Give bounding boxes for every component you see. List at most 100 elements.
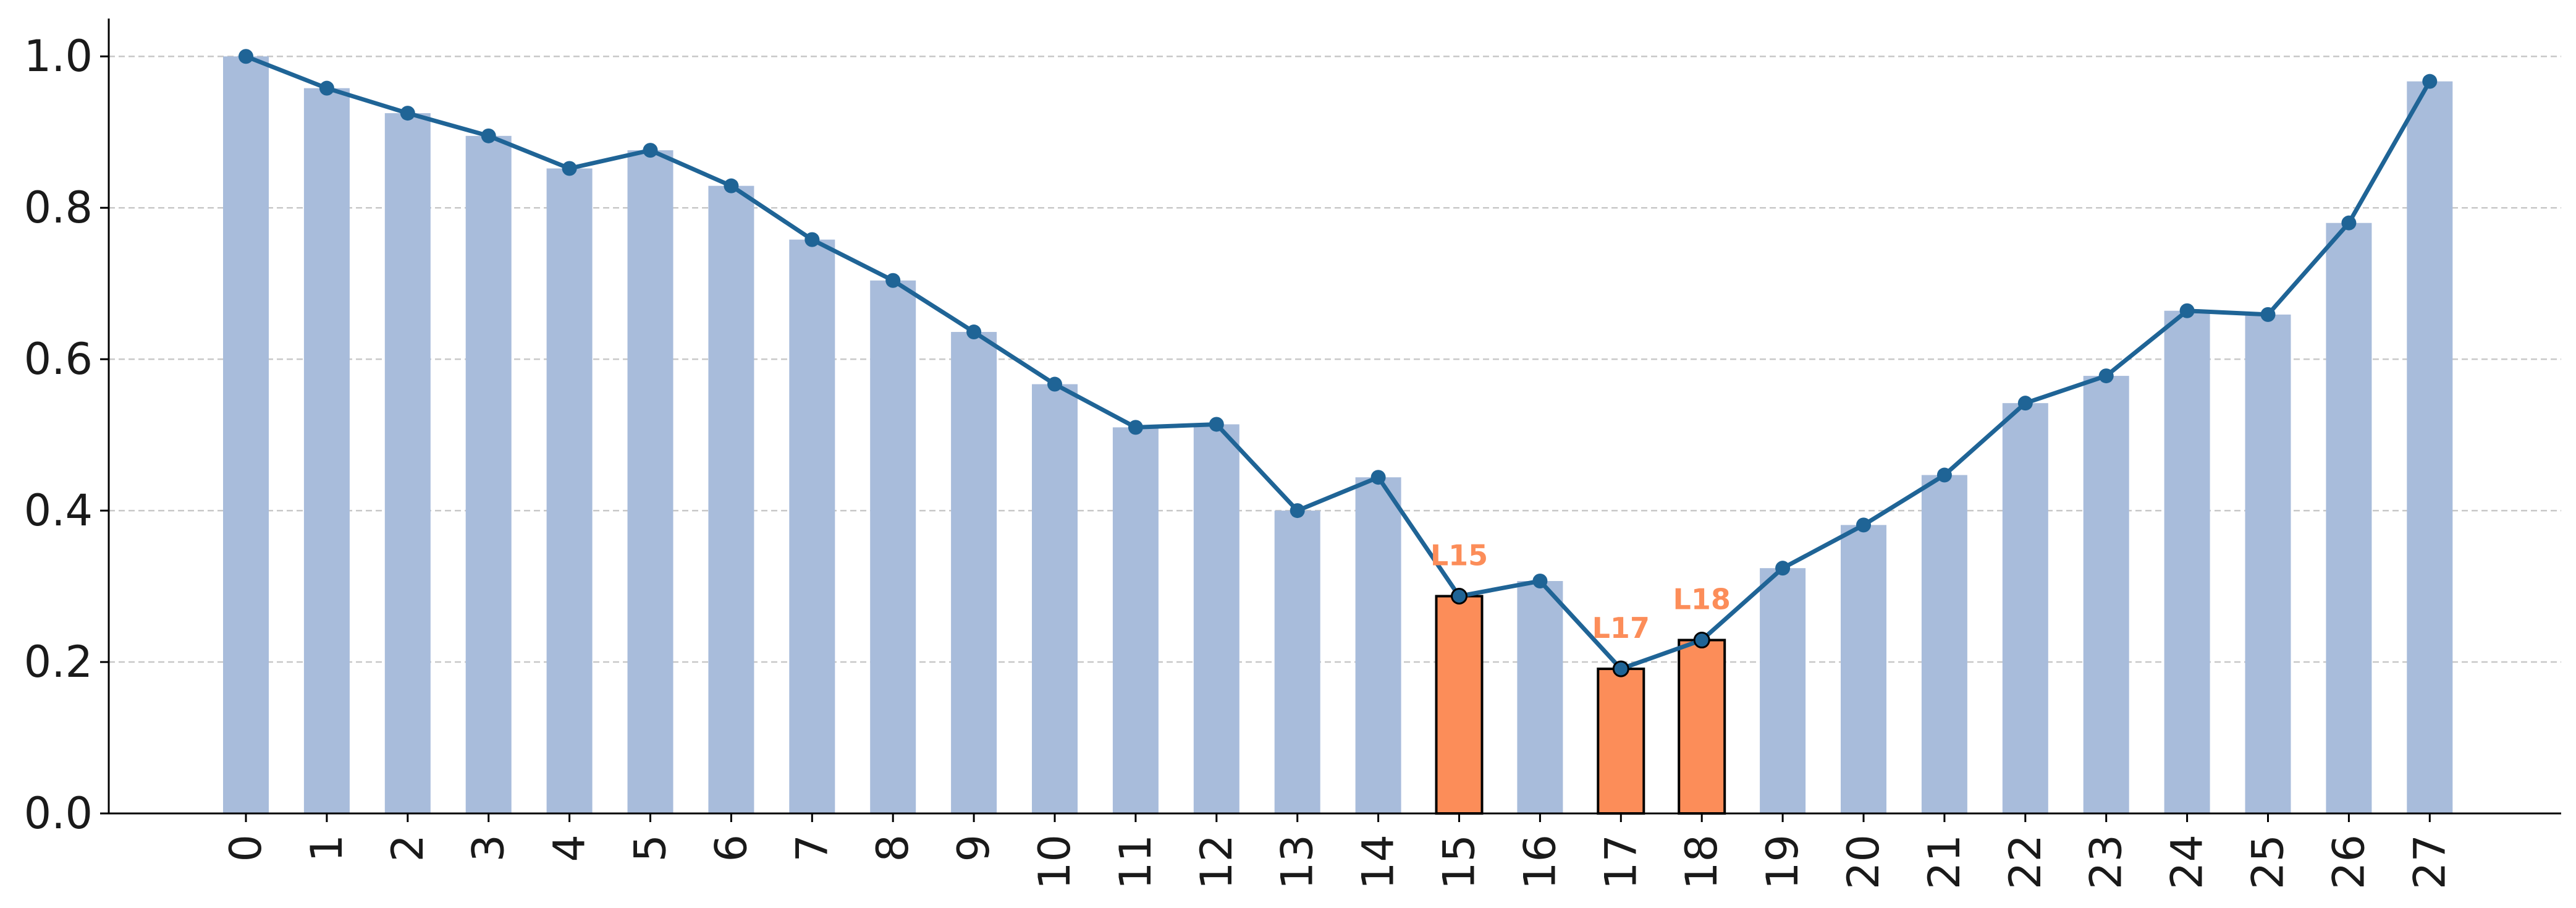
x-tick-label: 0 xyxy=(221,834,271,862)
y-tick-label: 0.4 xyxy=(24,485,93,536)
bar xyxy=(2002,403,2048,813)
bar xyxy=(1760,568,1806,813)
line-point xyxy=(643,143,658,158)
line-point xyxy=(562,161,577,176)
x-tick-label: 8 xyxy=(868,834,918,862)
x-tick-label: 20 xyxy=(1838,834,1889,889)
line-point xyxy=(2422,74,2438,89)
line-point xyxy=(1532,573,1548,588)
line-point xyxy=(2260,307,2276,322)
bar xyxy=(1517,580,1563,813)
line-point xyxy=(1047,376,1062,392)
x-tick-label: 25 xyxy=(2243,834,2294,889)
x-tick-label: 19 xyxy=(1757,834,1808,889)
bar xyxy=(870,280,916,814)
bar xyxy=(789,239,835,813)
x-tick-label: 22 xyxy=(2000,834,2051,889)
line-point xyxy=(1612,660,1629,677)
bar-annotation-label: L17 xyxy=(1592,611,1650,645)
bar-labels: L15 L17 L18 xyxy=(1430,538,1731,645)
line-points xyxy=(239,49,2438,677)
x-tick-label: 7 xyxy=(787,834,837,862)
line-point xyxy=(1128,420,1143,435)
bar xyxy=(2164,310,2210,814)
x-tick-label: 12 xyxy=(1191,834,1242,889)
line-point xyxy=(1936,467,1952,483)
x-tick-label: 13 xyxy=(1272,834,1323,889)
y-tick-label: 1.0 xyxy=(24,31,93,82)
line-point xyxy=(724,178,739,193)
line-point xyxy=(966,325,982,340)
line-point xyxy=(319,80,334,96)
x-tick-label: 4 xyxy=(544,834,595,862)
line-point xyxy=(400,106,415,121)
bar xyxy=(1112,427,1159,813)
bar-annotation-label: L18 xyxy=(1673,583,1731,616)
highlighted-bar xyxy=(1435,595,1484,815)
trend-line-path xyxy=(245,54,2432,671)
highlighted-bar xyxy=(1597,668,1645,815)
bar xyxy=(384,113,431,814)
y-tick-labels: 0.0 0.2 0.4 0.6 0.8 1.0 xyxy=(24,31,93,839)
bar-annotation-label: L15 xyxy=(1430,538,1488,572)
bar xyxy=(1193,424,1239,813)
line-point xyxy=(1693,632,1710,649)
line-point xyxy=(2098,368,2114,384)
x-tick-label: 23 xyxy=(2081,834,2132,889)
x-tick-label: 6 xyxy=(706,834,756,862)
line-point xyxy=(2341,215,2357,231)
bars xyxy=(223,56,2453,815)
x-tick-label: 10 xyxy=(1029,834,1080,889)
x-tick-label: 5 xyxy=(625,834,676,862)
trend-line xyxy=(245,54,2432,671)
grid-lines xyxy=(109,55,2561,663)
bar xyxy=(1921,475,1967,813)
bar xyxy=(2083,376,2129,813)
line-point xyxy=(1775,561,1791,576)
x-tick-label: 17 xyxy=(1595,834,1646,889)
x-tick-label: 1 xyxy=(302,834,352,862)
line-point xyxy=(481,128,496,143)
line-point xyxy=(885,273,901,288)
line-point xyxy=(1451,587,1467,605)
bar xyxy=(627,150,674,814)
x-tick-label: 3 xyxy=(463,834,514,862)
bar xyxy=(1032,384,1078,813)
line-point xyxy=(1209,417,1224,432)
line-point xyxy=(1856,517,1871,533)
y-tick-label: 0.6 xyxy=(24,334,93,384)
y-tick-label: 0.0 xyxy=(24,788,93,839)
x-tick-label: 26 xyxy=(2323,834,2374,889)
bar xyxy=(546,168,593,813)
line-point xyxy=(2179,303,2195,318)
x-tick-label: 21 xyxy=(1919,834,1970,889)
bar xyxy=(2245,314,2291,813)
x-tick-label: 9 xyxy=(948,834,999,862)
highlighted-bar xyxy=(1678,639,1726,815)
bar xyxy=(303,88,350,813)
x-tick-label: 16 xyxy=(1514,834,1565,889)
bar xyxy=(708,185,754,814)
line-point xyxy=(1290,503,1305,519)
line-point xyxy=(804,232,820,247)
bar xyxy=(951,332,997,813)
bar xyxy=(1841,525,1886,813)
y-tick-label: 0.2 xyxy=(24,637,93,687)
x-tick-label: 18 xyxy=(1676,834,1727,889)
x-tick-labels: 0 1 2 3 4 5 6 7 8 9 10 11 12 13 14 15 16 17 18 19 20 21 22 23 24… xyxy=(221,834,2455,889)
bar xyxy=(223,56,269,814)
x-tick-label: 14 xyxy=(1353,834,1404,889)
x-tick-label: 27 xyxy=(2404,834,2455,889)
x-tick-label: 15 xyxy=(1434,834,1485,889)
y-tick-label: 0.8 xyxy=(24,182,93,233)
bar xyxy=(2407,81,2453,813)
bar xyxy=(2326,223,2372,814)
bar xyxy=(465,135,512,813)
bar xyxy=(1274,511,1320,813)
line-point xyxy=(1370,470,1386,485)
axes xyxy=(100,19,2561,822)
bar xyxy=(1355,477,1401,813)
x-tick-label: 11 xyxy=(1110,834,1161,889)
x-tick-label: 24 xyxy=(2162,834,2213,889)
